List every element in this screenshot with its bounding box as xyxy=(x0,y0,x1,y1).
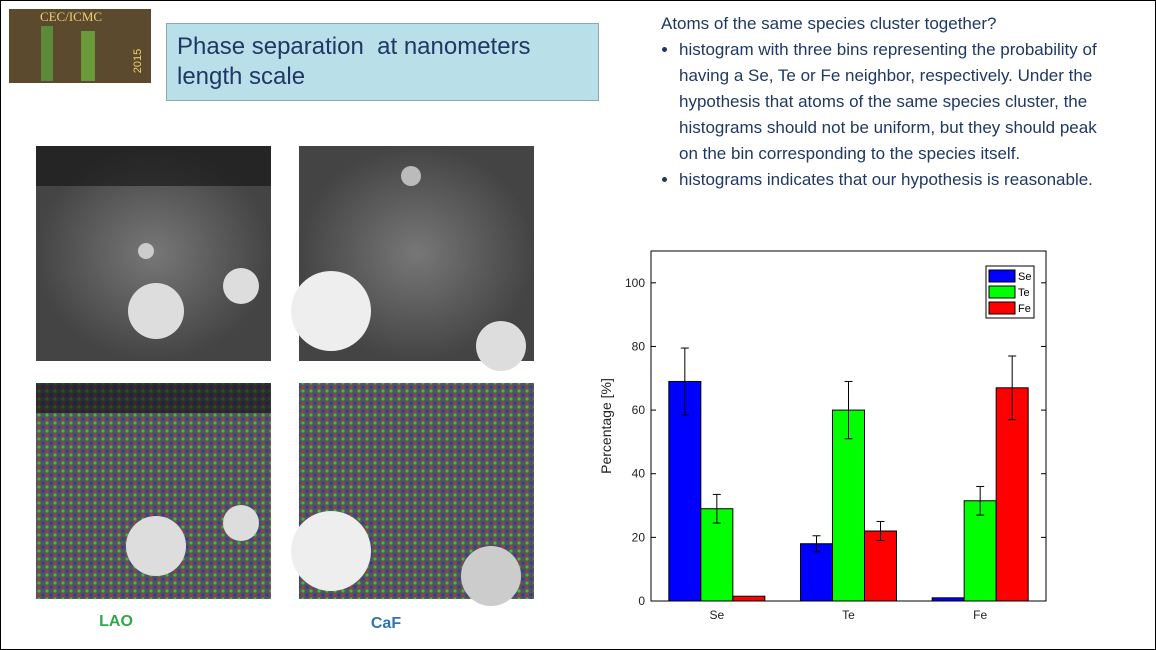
y-tick-label: 80 xyxy=(632,339,646,353)
question: Atoms of the same species cluster togeth… xyxy=(661,14,997,33)
y-tick-label: 0 xyxy=(638,594,645,608)
bar xyxy=(931,597,965,602)
y-tick-label: 60 xyxy=(632,403,646,417)
image-label: LAO xyxy=(99,613,133,630)
y-axis-label: Percentage [%] xyxy=(598,378,614,474)
title-line: length scale xyxy=(177,63,306,90)
legend-swatch xyxy=(988,285,1016,299)
bar xyxy=(700,508,734,602)
bar xyxy=(995,387,1029,602)
bullet: histograms indicates that our hypothesis… xyxy=(679,167,1101,193)
microscopy-images xyxy=(36,146,534,606)
y-tick-label: 40 xyxy=(632,467,646,481)
bullet-list: histogram with three bins representing t… xyxy=(661,37,1101,193)
logo-year: 2015 xyxy=(132,49,144,73)
y-tick-label: 100 xyxy=(625,276,645,290)
title-box: Phase separation at nanometers length sc… xyxy=(166,23,599,101)
x-tick-label: Se xyxy=(709,608,724,622)
bar xyxy=(963,500,997,602)
logo-title: CEC/ICMC xyxy=(40,9,102,24)
text-block: Atoms of the same species cluster togeth… xyxy=(661,11,1101,193)
image-label: CaF xyxy=(371,615,401,632)
title-line: Phase separation at nanometers xyxy=(177,33,531,60)
legend-label: Te xyxy=(1018,287,1030,299)
bullet: histogram with three bins representing t… xyxy=(679,37,1101,167)
legend-label: Se xyxy=(1018,271,1031,283)
x-tick-label: Te xyxy=(842,608,855,622)
x-tick-label: Fe xyxy=(973,608,987,622)
legend-label: Fe xyxy=(1018,303,1031,315)
logo: CEC/ICMC 2015 xyxy=(9,9,151,83)
bar xyxy=(668,380,702,602)
chart: 0 20 40 60 80 100 Percentage [%] Se Te Fe Se Te Fe xyxy=(598,250,1047,622)
bar xyxy=(732,595,766,602)
legend-swatch xyxy=(988,269,1016,283)
bar xyxy=(832,409,865,602)
legend-swatch xyxy=(988,301,1016,315)
bar xyxy=(800,543,833,602)
bar xyxy=(864,530,897,602)
y-tick-label: 20 xyxy=(632,530,646,544)
